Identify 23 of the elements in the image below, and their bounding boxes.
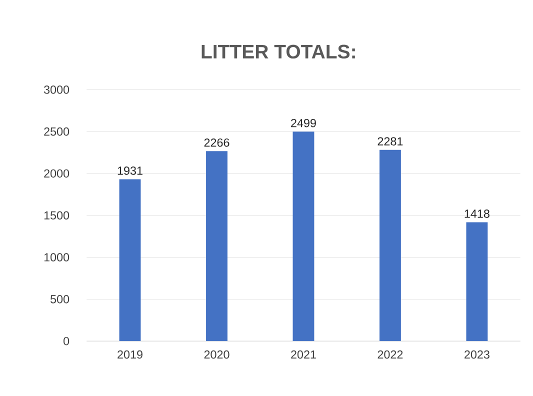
data-label: 1931	[118, 166, 142, 175]
y-tick-label: 3000	[44, 86, 70, 94]
y-tick-label: 1000	[44, 253, 70, 262]
bar	[380, 150, 401, 342]
bar	[206, 151, 228, 342]
y-tick-label: 0	[64, 337, 70, 346]
y-tick-label: 500	[50, 295, 70, 304]
data-label: 1418	[464, 210, 490, 218]
x-tick-label: 2022	[378, 350, 403, 359]
x-tick-label: 2019	[118, 350, 142, 359]
x-tick-label: 2021	[291, 350, 316, 359]
bar	[292, 132, 314, 342]
chart-title: LITTER TOTALS:	[202, 44, 355, 59]
data-label: 2266	[204, 138, 230, 147]
data-label: 2499	[291, 119, 316, 128]
bar	[119, 179, 141, 342]
y-tick-label: 2500	[44, 128, 70, 136]
x-tick-label: 2023	[464, 350, 490, 359]
bar	[466, 222, 488, 342]
y-tick-label: 1500	[44, 211, 70, 220]
x-tick-label: 2020	[204, 350, 230, 359]
y-tick-label: 2000	[44, 169, 70, 178]
data-label: 2281	[378, 137, 403, 146]
